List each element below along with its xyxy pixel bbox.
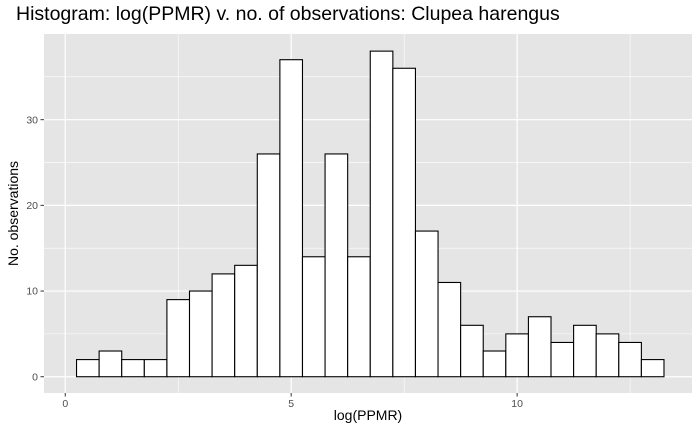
histogram-bar [347,256,371,378]
histogram-bars [75,50,665,378]
histogram-bar [550,341,575,378]
histogram-bar [234,264,258,378]
x-axis-title: log(PPMR) [334,407,402,423]
histogram-bar [369,50,394,378]
histogram-bar [256,153,281,378]
histogram-bar [75,359,100,378]
histogram-bar [166,299,191,378]
y-tick-label: 10 [26,286,38,298]
histogram-bar [482,350,507,378]
histogram-bar [279,59,304,378]
x-tick-label: 0 [62,398,68,410]
x-tick-label: 5 [288,398,294,410]
histogram-bar [143,359,168,378]
histogram-bar [618,341,642,378]
histogram-bar [98,350,123,378]
y-axis-title: No. observations [5,161,21,266]
histogram-bar [460,324,484,378]
histogram-bar [301,256,326,378]
y-tick-label: 20 [26,200,38,212]
histogram-bar [121,359,145,378]
y-tick-label: 0 [32,371,38,383]
histogram-bar [640,359,665,378]
y-tick-label: 30 [26,114,38,126]
y-axis-ticks: 0 10 20 30 [26,114,44,383]
histogram-bar [573,324,597,378]
histogram-bar [324,153,349,378]
chart-title: Histogram: log(PPMR) v. no. of observati… [16,3,560,25]
histogram-bar [211,273,236,378]
histogram-bar [505,333,529,378]
histogram-bar [392,67,416,378]
histogram-bar [595,333,620,378]
histogram-bar [437,281,462,378]
x-tick-label: 10 [511,398,523,410]
histogram-bar [188,290,213,378]
histogram-bar [527,316,552,378]
x-axis-ticks: 0 5 10 [62,393,523,410]
histogram-bar [414,230,439,378]
